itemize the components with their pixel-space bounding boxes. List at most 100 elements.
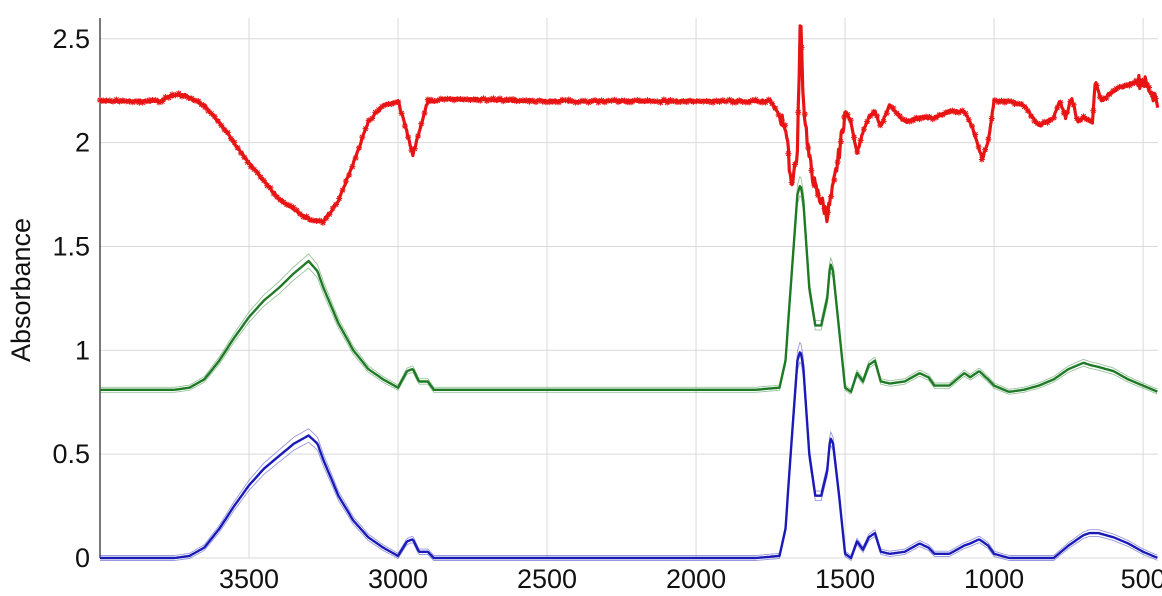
series-marker (257, 174, 264, 181)
series-marker (896, 113, 903, 120)
series-marker (854, 148, 861, 155)
series-marker (159, 98, 166, 105)
y-tick-label: 1.5 (52, 231, 90, 261)
series-marker (713, 97, 720, 104)
series-marker (195, 98, 202, 105)
series-band-upper (100, 175, 1158, 391)
series-marker (703, 98, 710, 105)
series-marker (267, 184, 274, 191)
series-marker (146, 97, 153, 104)
series-marker (870, 108, 877, 115)
series-marker (487, 96, 494, 103)
series-marker (1037, 121, 1044, 128)
series-marker (362, 125, 369, 132)
series-marker (339, 187, 346, 194)
series-marker (660, 96, 667, 103)
series-marker (156, 99, 163, 106)
series-marker (392, 99, 399, 106)
x-tick-label: 3000 (368, 564, 428, 594)
series-marker (867, 113, 874, 120)
series-marker (319, 219, 326, 226)
series-marker (349, 163, 356, 170)
series-marker (506, 96, 513, 103)
series-marker (618, 97, 625, 104)
series-marker (621, 97, 628, 104)
series-marker (1011, 101, 1018, 108)
tick-labels: 3500 3000 2500 2000 1500 1000 500 0 0.5 1 1.5 2 2.5 (52, 24, 1162, 594)
series-marker (926, 113, 933, 120)
series-marker (208, 110, 215, 117)
series-marker (569, 97, 576, 104)
series-marker (949, 107, 956, 114)
series-band-lower (100, 194, 1158, 396)
series-marker (631, 97, 638, 104)
series-marker (818, 197, 825, 204)
series-marker (913, 114, 920, 121)
series-marker (300, 213, 307, 220)
series-marker (1077, 117, 1084, 124)
series-marker (962, 110, 969, 117)
series-marker (1136, 79, 1143, 86)
series-marker (228, 135, 235, 142)
series-marker (890, 105, 897, 112)
series-marker (762, 99, 769, 106)
series-marker (736, 97, 743, 104)
series-marker (811, 182, 818, 189)
series-marker (516, 97, 523, 104)
series-marker (1047, 116, 1054, 123)
series-marker (785, 150, 792, 157)
series-marker (533, 99, 540, 106)
series-marker (274, 194, 281, 201)
series-marker (162, 94, 169, 101)
series-marker (283, 201, 290, 208)
series-marker (1044, 119, 1051, 126)
series-marker (654, 98, 661, 105)
series-marker (988, 115, 995, 122)
series-marker (326, 211, 333, 218)
series-marker (1064, 109, 1071, 116)
series-marker (483, 97, 490, 104)
series-marker (431, 98, 438, 105)
series-marker (972, 131, 979, 138)
series-marker (1014, 100, 1021, 107)
series-marker (169, 91, 176, 98)
series-marker (139, 99, 146, 106)
series-marker (919, 114, 926, 121)
series-marker (474, 97, 481, 104)
series-marker (1008, 98, 1015, 105)
series-marker (647, 98, 654, 105)
series-marker (398, 110, 405, 117)
series-marker (834, 159, 841, 166)
series-marker (841, 113, 848, 120)
series-marker (254, 169, 261, 176)
series-marker (188, 95, 195, 102)
series-marker (542, 99, 549, 106)
series-marker (939, 111, 946, 118)
series-marker (946, 108, 953, 115)
series-marker (369, 115, 376, 122)
series-marker (231, 139, 238, 146)
x-tick-label: 3500 (219, 564, 279, 594)
series-marker (192, 97, 199, 104)
series-marker (1070, 101, 1077, 108)
series-marker (136, 99, 143, 106)
series-band-lower (100, 361, 1158, 562)
series-line (100, 351, 1158, 560)
series-marker (1021, 103, 1028, 110)
series-marker (290, 204, 297, 211)
series-marker (991, 97, 998, 104)
series-marker (880, 118, 887, 125)
series-marker (696, 98, 703, 105)
series-marker (1132, 77, 1139, 84)
series-marker (523, 97, 530, 104)
series-marker (975, 143, 982, 150)
series-marker (1152, 95, 1159, 102)
series-marker (178, 93, 185, 100)
series-marker (887, 103, 894, 110)
series-marker (726, 96, 733, 103)
series-marker (1067, 98, 1074, 105)
series-marker (1028, 113, 1035, 120)
series-marker (1103, 95, 1110, 102)
series-marker (916, 116, 923, 123)
series-marker (565, 96, 572, 103)
